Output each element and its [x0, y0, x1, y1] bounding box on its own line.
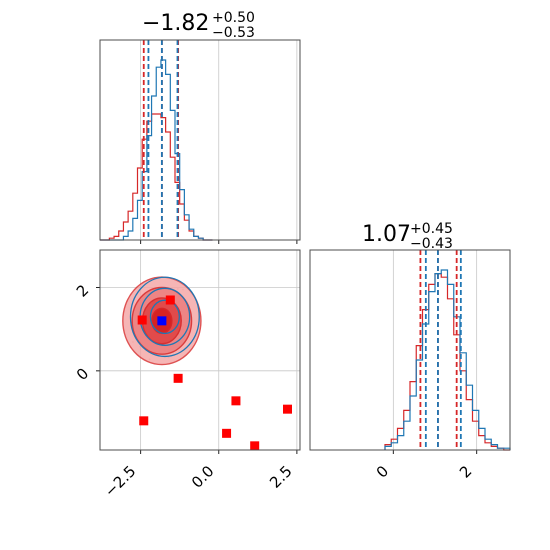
title-param-1-plus: +0.50 — [212, 10, 255, 26]
title-param-1-minus: −0.53 — [212, 25, 255, 41]
hist1-red-series — [100, 113, 213, 241]
joint-blue-contour-2 — [149, 299, 180, 335]
joint-ytick-label-0: 0 — [73, 364, 92, 383]
title-param-1-value: −1.82 — [142, 11, 209, 36]
joint-red-marker-2 — [173, 373, 183, 383]
title-param-1: −1.82 +0.50 −0.53 — [142, 10, 255, 41]
hist2-xtick-label-1: 2 — [456, 462, 475, 481]
joint-ytick-label-1: 2 — [73, 281, 92, 300]
hist2-xtick-label-0: 0 — [373, 462, 392, 481]
title-param-2-minus: −0.43 — [410, 236, 453, 252]
hist2-frame — [309, 249, 511, 451]
joint-red-marker-3 — [139, 416, 149, 426]
title-param-2-plus: +0.45 — [410, 221, 453, 237]
joint-red-marker-6 — [250, 441, 260, 451]
joint-density-panel: 0 2 −2.5 0.0 2.5 — [73, 249, 301, 501]
histogram-param-1 — [99, 39, 301, 244]
joint-xtick-label-2: 2.5 — [266, 462, 296, 492]
joint-xtick-label-0: −2.5 — [101, 462, 139, 500]
joint-blue-marker — [157, 316, 167, 326]
hist2-blue-series — [384, 269, 511, 450]
hist1-blue-series — [100, 59, 213, 241]
joint-red-marker-0 — [137, 315, 147, 325]
joint-red-marker-1 — [165, 295, 175, 305]
title-param-2-value: 1.07 — [362, 222, 411, 247]
joint-frame — [99, 249, 301, 451]
joint-red-marker-4 — [222, 428, 232, 438]
hist1-frame — [99, 39, 301, 241]
joint-xtick-label-1: 0.0 — [188, 462, 218, 492]
joint-red-marker-7 — [283, 404, 292, 414]
joint-red-marker-5 — [231, 396, 241, 406]
title-param-2: 1.07 +0.45 −0.43 — [362, 221, 453, 252]
joint-blue-contour-0 — [129, 276, 200, 358]
